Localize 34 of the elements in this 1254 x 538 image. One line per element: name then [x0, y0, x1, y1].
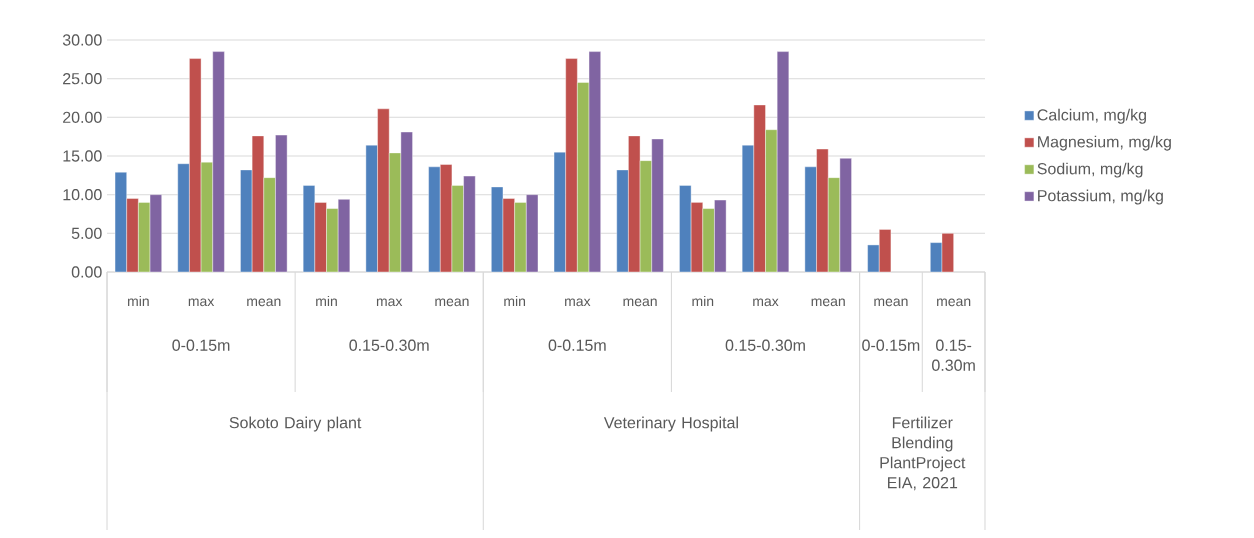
x-tick-label: mean	[874, 298, 908, 307]
y-tick-label: 20.00	[63, 111, 102, 123]
x-tick-label: max	[188, 298, 215, 307]
x-tick-label: max	[376, 298, 403, 307]
text: 0-0.15m	[172, 339, 230, 351]
x-tick-label: min	[504, 295, 526, 307]
legend-label: Sodium, mg/kg	[1037, 162, 1143, 178]
x-tick-label: mean	[247, 298, 281, 307]
x-tick-label: max	[753, 298, 779, 307]
y-tick-label: 25.00	[63, 73, 102, 85]
text: 0-0.15m	[548, 339, 606, 351]
y-tick-label: 15.00	[63, 150, 102, 162]
text: Fertilizer Blending PlantProject EIA, 2021	[880, 416, 966, 491]
x-tick-label: min	[692, 295, 714, 307]
x-tick-label: mean	[623, 298, 657, 307]
x-tick-label: min	[128, 295, 149, 307]
text: 0.15-0.30m	[725, 339, 805, 351]
x-tick-label: max	[565, 298, 591, 307]
text: 0-0.15m	[862, 339, 920, 351]
y-tick-label: 5.00	[71, 227, 102, 239]
text: Sokoto Dairy plant	[229, 416, 362, 432]
y-tick-label: 30.00	[62, 34, 102, 46]
x-tick-label: mean	[937, 298, 971, 307]
x-tick-label: mean	[811, 298, 845, 307]
legend-label: Potassium, mg/kg	[1038, 189, 1163, 205]
y-tick-label: 0.00	[71, 266, 102, 278]
legend-label: Calcium, mg/kg	[1037, 108, 1146, 124]
text: Veterinary Hospital	[603, 416, 738, 432]
y-tick-label: 10.00	[63, 189, 102, 201]
text: 0.15-0.30m	[932, 339, 975, 371]
x-tick-label: mean	[435, 298, 469, 307]
text: 0.15-0.30m	[349, 339, 429, 351]
legend-label: Magnesium, mg/kg	[1038, 135, 1171, 151]
x-tick-label: min	[316, 295, 337, 307]
